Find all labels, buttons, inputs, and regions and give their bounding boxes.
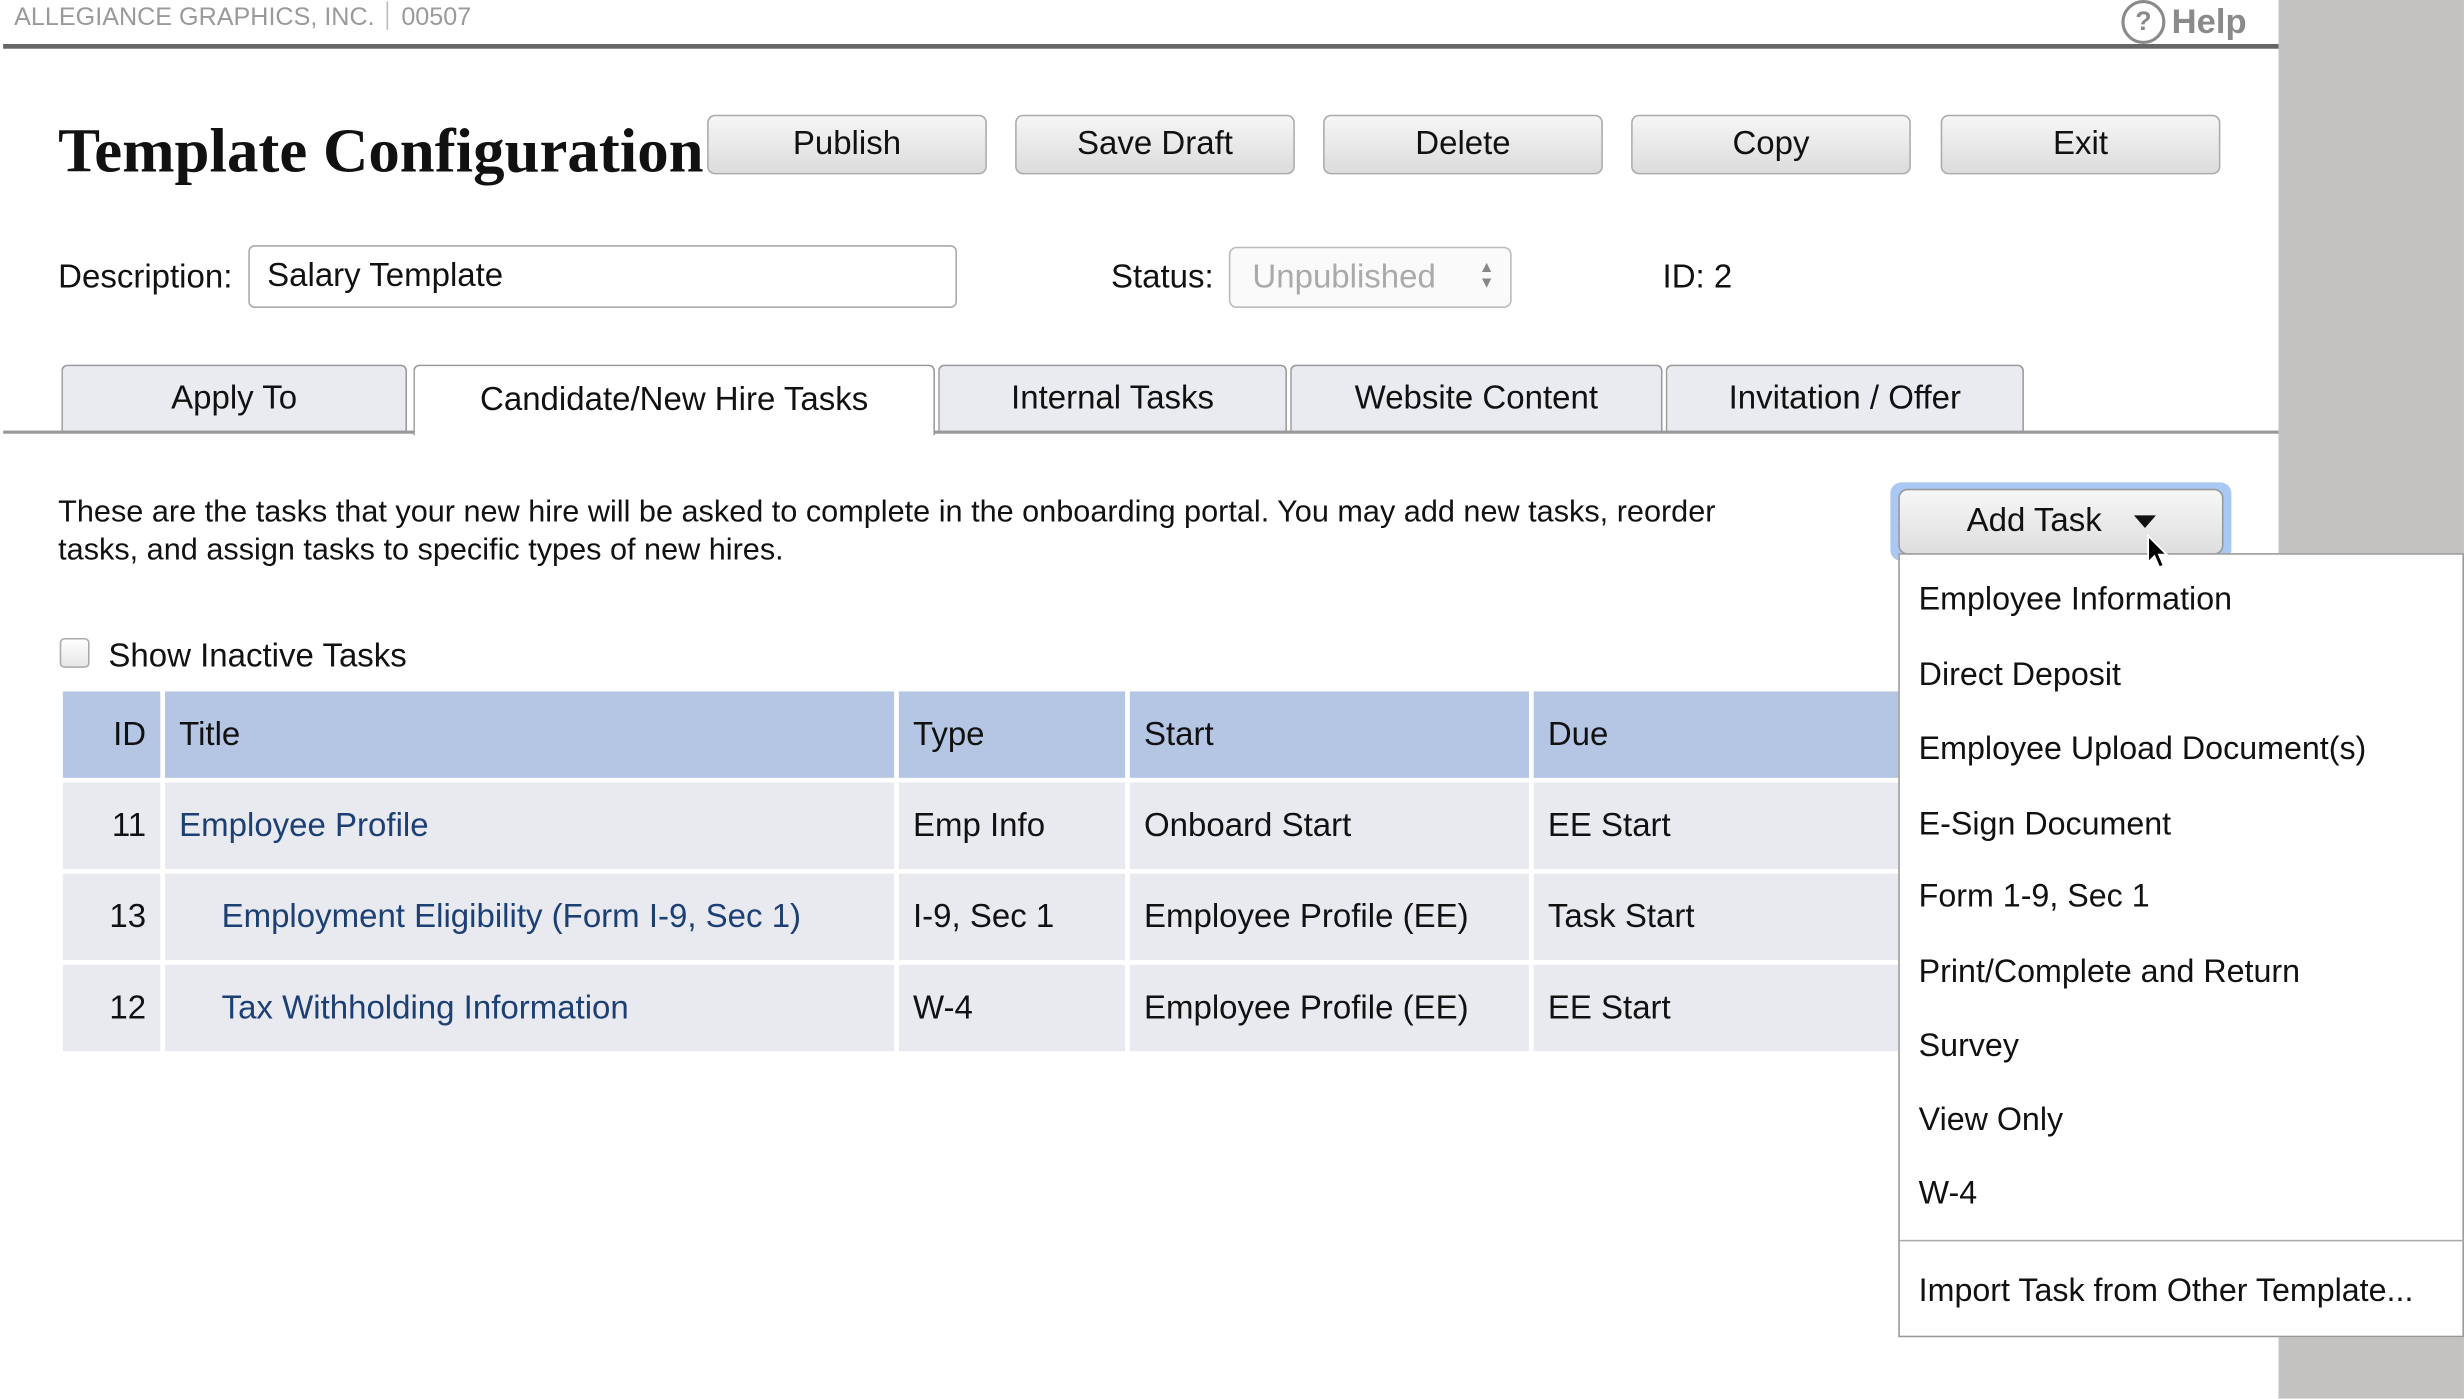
save-draft-button[interactable]: Save Draft: [1015, 114, 1295, 175]
menu-item-import-task[interactable]: Import Task from Other Template...: [1918, 1272, 2414, 1309]
row-start: Employee Profile (EE): [1129, 964, 1529, 1052]
mouse-cursor-icon: [2147, 534, 2170, 569]
tab-apply-to[interactable]: Apply To: [61, 364, 407, 433]
row-title-link[interactable]: Employee Profile: [164, 782, 895, 869]
row-type: W-4: [898, 964, 1126, 1052]
header-divider: [3, 43, 2279, 49]
delete-button[interactable]: Delete: [1323, 114, 1603, 175]
help-label: Help: [2171, 1, 2247, 41]
row-id: 11: [62, 782, 161, 869]
menu-item-survey[interactable]: Survey: [1918, 1027, 2019, 1064]
row-title-link[interactable]: Tax Withholding Information: [164, 964, 895, 1052]
help-link[interactable]: ? Help: [2121, 0, 2247, 44]
status-label: Status:: [1110, 259, 1214, 296]
header-start[interactable]: Start: [1129, 691, 1529, 778]
status-value: Unpublished: [1252, 259, 1436, 296]
row-type: I-9, Sec 1: [898, 873, 1126, 961]
menu-divider: [1899, 1239, 2464, 1242]
copy-button[interactable]: Copy: [1631, 114, 1911, 175]
menu-item-view-only[interactable]: View Only: [1918, 1101, 2064, 1138]
row-type: Emp Info: [898, 782, 1126, 869]
caret-down-icon: [2133, 515, 2156, 528]
intro-text: These are the tasks that your new hire w…: [58, 494, 1716, 568]
row-id: 13: [62, 873, 161, 961]
row-title-link[interactable]: Employment Eligibility (Form I-9, Sec 1): [164, 873, 895, 961]
row-due: Task Start: [1533, 873, 1911, 961]
tab-candidate-new-hire-tasks[interactable]: Candidate/New Hire Tasks: [413, 364, 935, 436]
row-due: EE Start: [1533, 964, 1911, 1052]
menu-item-employee-upload-documents[interactable]: Employee Upload Document(s): [1918, 730, 2367, 767]
menu-item-form-i9[interactable]: Form 1-9, Sec 1: [1918, 878, 2150, 915]
publish-button[interactable]: Publish: [707, 114, 987, 175]
row-due: EE Start: [1533, 782, 1911, 869]
add-task-label: Add Task: [1966, 502, 2102, 539]
menu-item-print-complete-return[interactable]: Print/Complete and Return: [1918, 953, 2301, 990]
tab-internal-tasks[interactable]: Internal Tasks: [938, 364, 1287, 433]
menu-item-w4[interactable]: W-4: [1918, 1175, 1978, 1212]
tab-website-content[interactable]: Website Content: [1290, 364, 1663, 433]
show-inactive-checkbox[interactable]: [59, 637, 90, 668]
add-task-button[interactable]: Add Task: [1898, 488, 2224, 555]
row-start: Employee Profile (EE): [1129, 873, 1529, 961]
show-inactive-label: Show Inactive Tasks: [108, 637, 407, 675]
page-title: Template Configuration: [58, 114, 704, 186]
description-input[interactable]: Salary Template: [248, 245, 957, 308]
header-due[interactable]: Due: [1533, 691, 1911, 778]
exit-button[interactable]: Exit: [1940, 114, 2221, 175]
row-id: 12: [62, 964, 161, 1052]
header-id[interactable]: ID: [62, 691, 161, 778]
template-id: ID: 2: [1662, 259, 1733, 296]
row-start: Onboard Start: [1129, 782, 1529, 869]
menu-item-direct-deposit[interactable]: Direct Deposit: [1918, 656, 2121, 693]
description-label: Description:: [58, 259, 233, 296]
header-title[interactable]: Title: [164, 691, 895, 778]
menu-item-e-sign-document[interactable]: E-Sign Document: [1918, 806, 2172, 843]
company-header: ALLEGIANCE GRAPHICS, INC. 00507: [14, 1, 472, 33]
question-circle-icon: ?: [2121, 0, 2166, 44]
company-code: 00507: [401, 4, 472, 32]
tab-invitation-offer[interactable]: Invitation / Offer: [1665, 364, 2024, 433]
status-select[interactable]: Unpublished ▲ ▼: [1228, 246, 1512, 308]
add-task-menu: Employee Information Direct Deposit Empl…: [1898, 553, 2464, 1338]
tab-divider: [3, 430, 2279, 434]
company-name: ALLEGIANCE GRAPHICS, INC.: [14, 4, 375, 32]
updown-arrows-icon: ▲ ▼: [1478, 259, 1495, 293]
menu-item-employee-information[interactable]: Employee Information: [1918, 581, 2233, 618]
header-type[interactable]: Type: [898, 691, 1126, 778]
